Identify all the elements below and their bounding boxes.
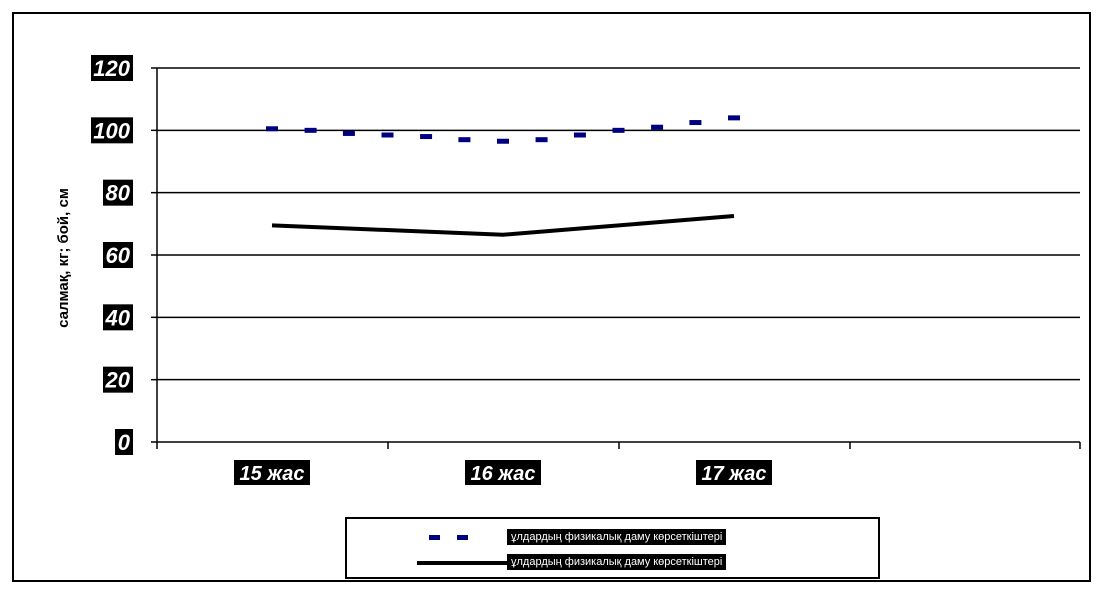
- legend-swatch-solid: [417, 561, 517, 565]
- series-1-point: [420, 134, 433, 140]
- series-1-point: [535, 137, 548, 143]
- series-2-line: [271, 214, 735, 237]
- series-1-point: [728, 115, 740, 121]
- y-tick-labels: 0 20 40 60 80 100 120: [91, 55, 133, 455]
- y-tick-label: 120: [93, 56, 130, 81]
- legend-swatch-dashed: [429, 535, 468, 540]
- y-tick-label-bg: [91, 55, 133, 81]
- y-tick-label: 60: [106, 243, 131, 268]
- series-1-point: [612, 127, 625, 133]
- y-tick-label: 80: [106, 181, 131, 206]
- chart-frame: [12, 12, 1091, 582]
- y-tick-label-bg: [91, 117, 133, 144]
- y-tick-label-bg: [103, 179, 133, 206]
- series-1-point: [458, 137, 471, 143]
- series-1-point: [573, 132, 586, 138]
- axes: [151, 67, 1081, 449]
- series-1-point: [689, 120, 702, 126]
- legend-label-series-2: ұлдардың физикалық даму көрсеткіштері: [507, 554, 727, 570]
- x-tick-labels: 15 жас 16 жас 17 жас: [234, 460, 772, 485]
- y-tick-label: 20: [105, 368, 131, 393]
- y-tick-label-bg: [115, 429, 133, 455]
- y-tick-label-bg: [103, 242, 133, 268]
- x-tick-label: 15 жас: [239, 463, 304, 485]
- legend-label-series-1: ұлдардың физикалық даму көрсеткіштері: [507, 529, 727, 545]
- x-tick-label: 16 жас: [470, 463, 535, 485]
- legend: ұлдардың физикалық даму көрсеткіштері ұл…: [345, 517, 880, 579]
- x-tick-label-bg: [465, 460, 541, 485]
- y-tick-label: 100: [93, 118, 130, 143]
- series-1-point: [381, 132, 394, 138]
- y-tick-label: 40: [105, 305, 131, 330]
- series-lines: [266, 115, 740, 237]
- y-axis-label: салмақ, кг; бой, см: [55, 188, 72, 328]
- x-tick-label-bg: [234, 460, 310, 485]
- series-1-point: [304, 127, 317, 133]
- series-1-point: [342, 130, 355, 136]
- x-tick-label-bg: [696, 460, 772, 485]
- series-1-point: [266, 126, 278, 132]
- x-tick-label: 17 жас: [701, 463, 766, 485]
- series-1-point: [651, 124, 664, 130]
- y-tick-label: 0: [118, 430, 131, 455]
- legend-entry-series-1: ұлдардың физикалық даму көрсеткіштері: [347, 527, 878, 549]
- series-1-point: [497, 138, 509, 144]
- legend-entry-series-2: ұлдардың физикалық даму көрсеткіштері: [347, 552, 878, 574]
- y-tick-label-bg: [103, 304, 133, 331]
- y-tick-label-bg: [103, 366, 133, 393]
